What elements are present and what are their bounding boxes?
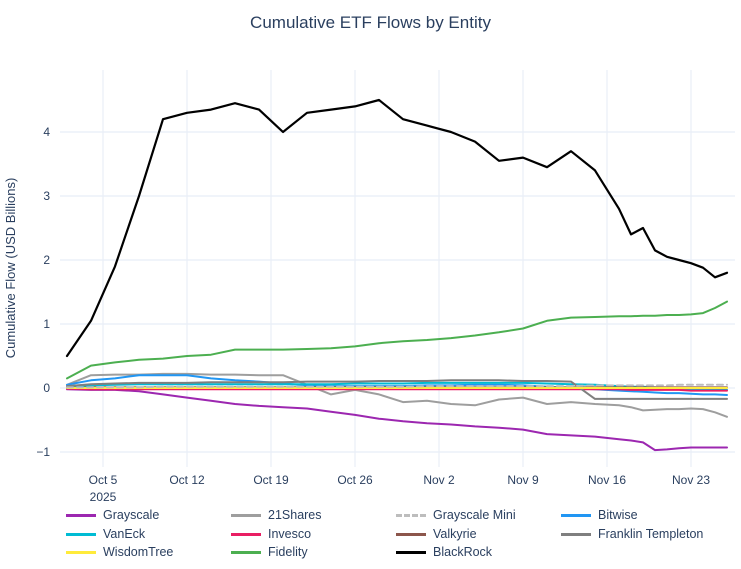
legend-item-valkyrie[interactable]: Valkyrie	[396, 527, 477, 541]
legend-swatch-vaneck	[66, 532, 96, 536]
legend-item-vaneck[interactable]: VanEck	[66, 527, 145, 541]
legend-item-invesco[interactable]: Invesco	[231, 527, 311, 541]
series-line-21shares	[66, 372, 728, 418]
y-tick-label: 0	[43, 381, 50, 395]
legend-swatch-blackrock	[396, 550, 426, 554]
legend-item-bitwise[interactable]: Bitwise	[561, 508, 638, 522]
legend-swatch-21shares	[231, 513, 261, 517]
x-tick-label: Nov 16	[588, 473, 626, 487]
legend-label: BlackRock	[433, 545, 493, 559]
legend-label: Invesco	[268, 527, 312, 541]
legend-swatch-valkyrie	[396, 532, 426, 536]
legend-item-fidelity[interactable]: Fidelity	[231, 545, 308, 559]
x-tick-label: Oct 19	[253, 473, 289, 487]
chart-title: Cumulative ETF Flows by Entity	[250, 13, 491, 32]
legend-item-grayscale[interactable]: Grayscale	[66, 508, 159, 522]
legend-item-21shares[interactable]: 21Shares	[231, 508, 322, 522]
legend-label: Franklin Templeton	[598, 527, 704, 541]
series-line-franklin-templeton	[66, 379, 728, 400]
series-line-fidelity	[66, 300, 728, 380]
x-tick-label: Oct 12	[169, 473, 205, 487]
y-tick-label: 3	[43, 189, 50, 203]
legend-label: Valkyrie	[433, 527, 477, 541]
y-tick-label: 1	[43, 317, 50, 331]
gridlines	[60, 70, 735, 467]
x-tick-label: Oct 26	[337, 473, 373, 487]
y-axis-title: Cumulative Flow (USD Billions)	[3, 178, 18, 359]
x-tick-year-label: 2025	[90, 490, 117, 504]
legend-swatch-franklin-templeton	[561, 532, 591, 536]
legend-swatch-grayscale-mini	[396, 513, 426, 517]
legend-label: Bitwise	[598, 508, 638, 522]
legend-swatch-bitwise	[561, 513, 591, 517]
y-tick-label: −1	[36, 445, 50, 459]
legend-swatch-grayscale	[66, 513, 96, 517]
x-tick-label: Nov 9	[507, 473, 539, 487]
legend-label: Fidelity	[268, 545, 308, 559]
series-line-blackrock	[65, 98, 729, 358]
legend-swatch-wisdomtree	[66, 550, 96, 554]
x-tick-label: Oct 5	[89, 473, 118, 487]
legend-item-grayscale-mini[interactable]: Grayscale Mini	[396, 508, 516, 522]
series-line-invesco	[66, 387, 728, 392]
x-tick-label: Nov 2	[423, 473, 455, 487]
legend-swatch-fidelity	[231, 550, 261, 554]
y-tick-label: 4	[43, 125, 50, 139]
series-line-grayscale	[66, 388, 728, 452]
y-tick-label: 2	[43, 253, 50, 267]
legend-item-franklin-templeton[interactable]: Franklin Templeton	[561, 527, 703, 541]
legend-swatch-invesco	[231, 532, 261, 536]
legend-label: Grayscale	[103, 508, 160, 522]
series-line-grayscale-mini	[66, 383, 728, 389]
legend-label: Grayscale Mini	[433, 508, 516, 522]
legend-item-wisdomtree[interactable]: WisdomTree	[66, 545, 173, 559]
x-tick-label: Nov 23	[672, 473, 710, 487]
legend-label: 21Shares	[268, 508, 322, 522]
legend-item-blackrock[interactable]: BlackRock	[396, 545, 492, 559]
legend-label: WisdomTree	[103, 545, 174, 559]
legend-label: VanEck	[103, 527, 146, 541]
